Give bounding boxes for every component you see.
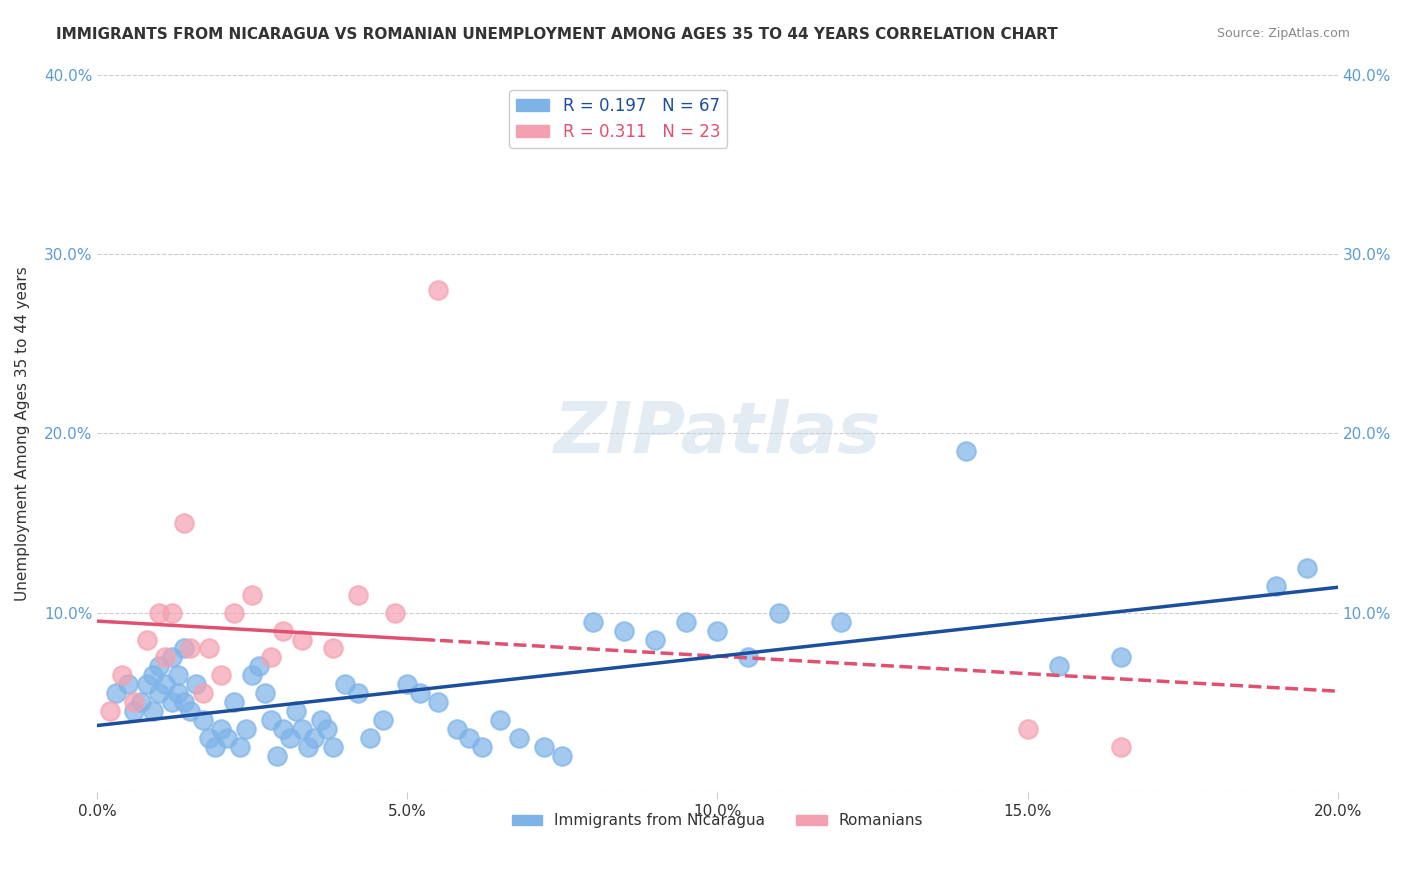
Point <box>706 624 728 638</box>
Point <box>284 704 307 718</box>
Point <box>148 686 170 700</box>
Point <box>322 740 344 755</box>
Point <box>167 686 190 700</box>
Point <box>278 731 301 746</box>
Point <box>142 704 165 718</box>
Point <box>160 695 183 709</box>
Point <box>247 659 270 673</box>
Point <box>371 713 394 727</box>
Point <box>191 713 214 727</box>
Point <box>173 516 195 530</box>
Point <box>160 606 183 620</box>
Point <box>117 677 139 691</box>
Point <box>1264 579 1286 593</box>
Point <box>297 740 319 755</box>
Point <box>98 704 121 718</box>
Point <box>396 677 419 691</box>
Point <box>508 731 530 746</box>
Point <box>335 677 357 691</box>
Point <box>129 695 152 709</box>
Point <box>222 695 245 709</box>
Point <box>198 641 221 656</box>
Point <box>409 686 432 700</box>
Point <box>737 650 759 665</box>
Point <box>471 740 494 755</box>
Point <box>830 615 852 629</box>
Point <box>179 641 201 656</box>
Point <box>1295 561 1317 575</box>
Point <box>309 713 332 727</box>
Point <box>148 659 170 673</box>
Point <box>155 677 177 691</box>
Point <box>204 740 226 755</box>
Point <box>135 632 157 647</box>
Point <box>148 606 170 620</box>
Point <box>291 722 314 736</box>
Point <box>359 731 381 746</box>
Point <box>291 632 314 647</box>
Point <box>240 588 263 602</box>
Point <box>155 650 177 665</box>
Point <box>304 731 326 746</box>
Point <box>124 704 146 718</box>
Point <box>533 740 555 755</box>
Point <box>551 749 574 764</box>
Point <box>209 668 232 682</box>
Point <box>104 686 127 700</box>
Point <box>458 731 481 746</box>
Point <box>315 722 337 736</box>
Point <box>346 588 368 602</box>
Point <box>235 722 257 736</box>
Point <box>229 740 252 755</box>
Point <box>384 606 406 620</box>
Point <box>173 695 195 709</box>
Point <box>173 641 195 656</box>
Point <box>1047 659 1070 673</box>
Point <box>271 624 294 638</box>
Point <box>322 641 344 656</box>
Point <box>427 695 450 709</box>
Point <box>253 686 276 700</box>
Point <box>1017 722 1039 736</box>
Point <box>271 722 294 736</box>
Point <box>209 722 232 736</box>
Point <box>675 615 697 629</box>
Point <box>240 668 263 682</box>
Point <box>644 632 666 647</box>
Point <box>160 650 183 665</box>
Text: Source: ZipAtlas.com: Source: ZipAtlas.com <box>1216 27 1350 40</box>
Point <box>489 713 512 727</box>
Point <box>135 677 157 691</box>
Point <box>768 606 790 620</box>
Point <box>582 615 605 629</box>
Text: IMMIGRANTS FROM NICARAGUA VS ROMANIAN UNEMPLOYMENT AMONG AGES 35 TO 44 YEARS COR: IMMIGRANTS FROM NICARAGUA VS ROMANIAN UN… <box>56 27 1057 42</box>
Point <box>167 668 190 682</box>
Point <box>111 668 134 682</box>
Point <box>186 677 208 691</box>
Point <box>260 650 283 665</box>
Point <box>613 624 636 638</box>
Point <box>446 722 468 736</box>
Point <box>266 749 288 764</box>
Point <box>191 686 214 700</box>
Legend: Immigrants from Nicaragua, Romanians: Immigrants from Nicaragua, Romanians <box>506 807 929 835</box>
Point <box>346 686 368 700</box>
Point <box>124 695 146 709</box>
Point <box>955 444 977 458</box>
Point <box>179 704 201 718</box>
Point <box>142 668 165 682</box>
Y-axis label: Unemployment Among Ages 35 to 44 years: Unemployment Among Ages 35 to 44 years <box>15 266 30 600</box>
Point <box>1109 650 1132 665</box>
Point <box>260 713 283 727</box>
Point <box>222 606 245 620</box>
Point <box>427 283 450 297</box>
Point <box>217 731 239 746</box>
Point <box>198 731 221 746</box>
Point <box>1109 740 1132 755</box>
Text: ZIPatlas: ZIPatlas <box>554 399 882 467</box>
